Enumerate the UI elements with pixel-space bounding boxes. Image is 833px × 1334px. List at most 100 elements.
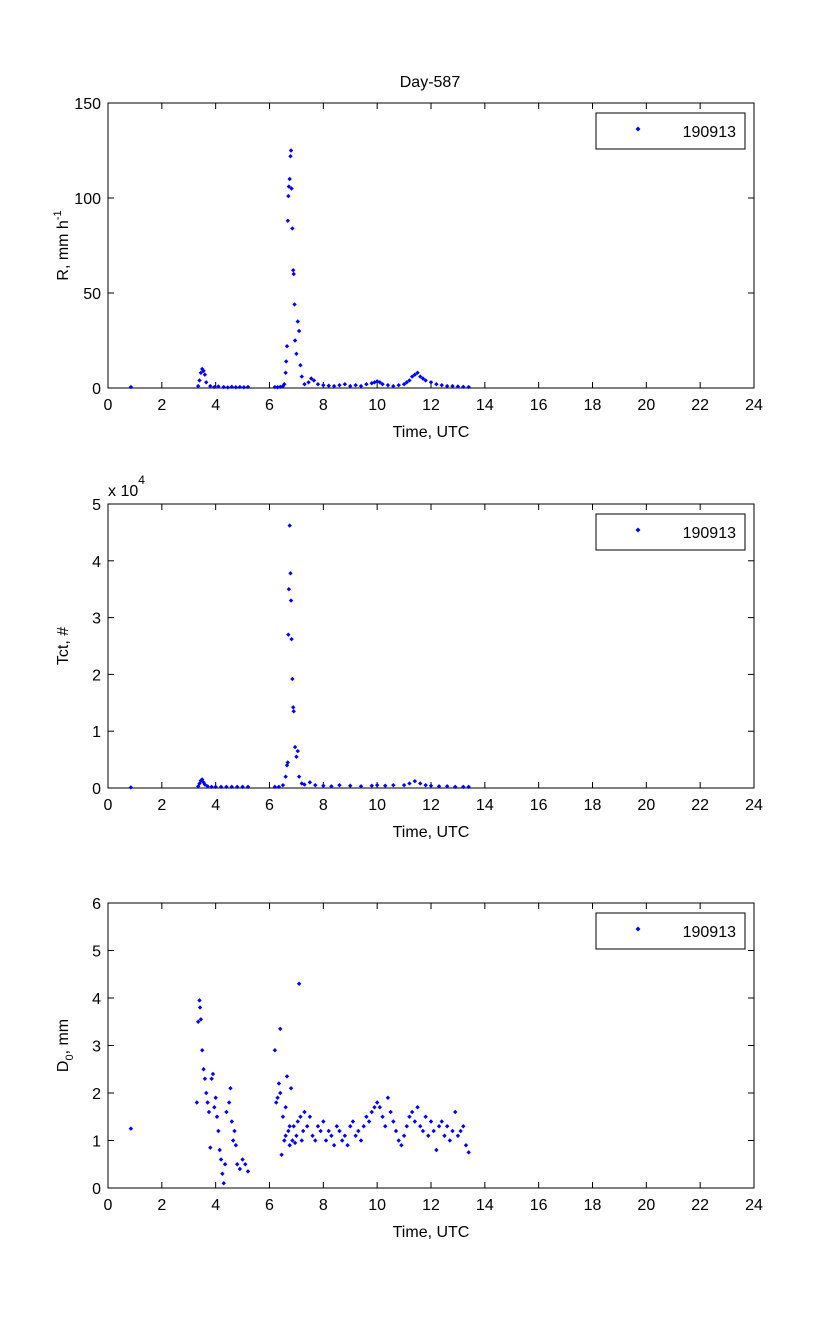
data-point: [283, 774, 288, 779]
legend-box: [595, 513, 746, 551]
data-point: [369, 1109, 374, 1115]
data-point: [334, 1124, 339, 1129]
x-tick-label: 4: [211, 797, 220, 814]
data-point: [407, 378, 412, 383]
data-point: [294, 754, 299, 759]
data-point: [235, 1162, 240, 1167]
data-point: [274, 1100, 279, 1105]
x-tick-label: 0: [104, 1197, 113, 1214]
data-point: [329, 1133, 334, 1138]
data-point: [194, 1100, 200, 1105]
legend-box: [595, 112, 746, 150]
y-tick-label: 1: [92, 1134, 101, 1151]
x-axis-label: Time, UTC: [393, 824, 470, 841]
x-tick-label: 4: [211, 397, 220, 414]
data-point: [197, 781, 202, 786]
data-point: [442, 1133, 447, 1138]
data-point: [237, 384, 243, 390]
data-point: [287, 176, 292, 182]
data-point: [404, 380, 409, 385]
data-point: [348, 383, 353, 389]
data-point: [216, 384, 221, 389]
data-point: [393, 1128, 399, 1134]
data-point: [214, 1114, 220, 1119]
data-point: [455, 1133, 461, 1138]
y-axis-label-suffix: , mm: [55, 1019, 72, 1055]
data-point: [434, 382, 439, 387]
data-point: [409, 1109, 415, 1115]
data-point: [345, 1143, 350, 1148]
data-point: [290, 268, 296, 273]
y-tick-label: 4: [92, 991, 101, 1008]
data-point: [212, 1105, 217, 1110]
data-point: [350, 1119, 356, 1124]
data-point: [204, 1090, 209, 1096]
data-point: [450, 1128, 455, 1134]
data-point: [391, 1119, 396, 1124]
data-point: [466, 1150, 471, 1155]
data-point: [326, 383, 331, 388]
data-point: [240, 784, 245, 790]
y-multiplier: x 104: [108, 473, 145, 500]
data-point: [298, 363, 303, 368]
data-point: [466, 384, 471, 390]
data-point: [342, 1133, 348, 1138]
data-point: [224, 1109, 229, 1115]
legend-marker: [635, 126, 641, 132]
y-tick-label: 1: [92, 724, 101, 741]
data-point: [290, 676, 295, 682]
data-point: [204, 380, 209, 385]
data-point: [288, 571, 293, 576]
data-point: [209, 1076, 214, 1081]
data-point: [407, 781, 412, 786]
x-tick-label: 6: [265, 797, 274, 814]
data-point: [290, 1138, 295, 1143]
data-point: [423, 378, 428, 383]
data-point: [428, 1119, 434, 1124]
data-point: [276, 1081, 282, 1086]
axes-box: [107, 503, 755, 789]
data-point: [197, 378, 202, 383]
data-point: [220, 1171, 225, 1176]
data-point: [313, 782, 318, 788]
x-tick-label: 18: [584, 1197, 602, 1214]
y-multiplier-exp: 4: [138, 473, 145, 487]
data-point: [358, 383, 364, 389]
data-point: [202, 782, 208, 787]
data-point: [272, 1048, 278, 1053]
x-tick-label: 10: [368, 397, 386, 414]
data-point: [229, 1119, 235, 1124]
data-point: [195, 1019, 201, 1024]
data-point: [292, 302, 297, 307]
data-point: [195, 784, 201, 789]
data-point: [292, 338, 298, 343]
data-point: [282, 1138, 287, 1143]
data-point: [418, 374, 423, 379]
data-point: [436, 784, 442, 789]
data-point: [292, 1140, 298, 1146]
data-point: [241, 385, 247, 390]
data-point: [364, 1114, 369, 1119]
data-point: [409, 374, 415, 379]
x-axis-label: Time, UTC: [393, 1224, 470, 1241]
data-point: [315, 382, 321, 387]
x-tick-label: 14: [476, 1197, 494, 1214]
data-point: [420, 1128, 426, 1134]
data-point: [275, 1095, 280, 1100]
data-point: [272, 384, 278, 390]
data-point: [205, 1100, 210, 1105]
x-tick-label: 4: [211, 1197, 220, 1214]
data-point: [230, 1138, 236, 1143]
data-point: [245, 384, 251, 390]
data-point: [388, 1109, 393, 1115]
data-point: [275, 385, 280, 390]
data-point: [295, 1119, 300, 1124]
data-point: [225, 385, 230, 390]
x-tick-label: 16: [530, 797, 548, 814]
data-point: [280, 1114, 286, 1119]
data-point: [321, 1119, 326, 1124]
data-point: [426, 1133, 431, 1138]
